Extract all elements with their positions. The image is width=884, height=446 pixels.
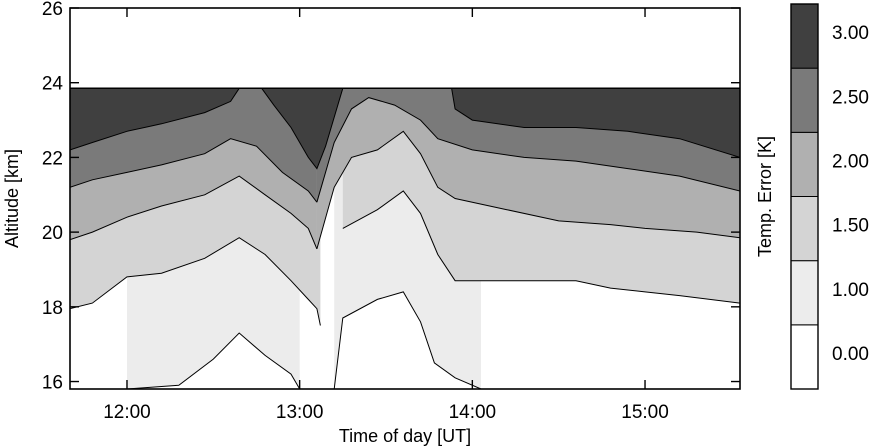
y-axis-title: Altitude [km] <box>2 149 22 248</box>
y-tick-label: 22 <box>42 148 63 169</box>
contour-line-2-1 <box>316 130 740 250</box>
plot-frame <box>69 7 741 390</box>
contour-band-3-2 <box>451 88 740 158</box>
contour-line-2.5-0 <box>70 138 318 203</box>
colorbar-label: 1.00 <box>832 280 869 301</box>
contour-band-3-1 <box>261 88 343 169</box>
colorbar-title: Temp. Error [K] <box>755 136 775 257</box>
x-tick-label: 13:00 <box>276 402 324 423</box>
y-tick-label: 24 <box>42 74 64 95</box>
colorbar-segment-2 <box>790 196 819 262</box>
contour-lines <box>70 87 740 389</box>
contour-line-1-1 <box>333 291 482 389</box>
colorbar-label: 2.50 <box>832 87 869 108</box>
x-tick-label: 14:00 <box>449 402 497 423</box>
contour-band-3-0 <box>70 88 240 150</box>
y-tick-label: 18 <box>42 298 63 319</box>
contour-line-1.5-0 <box>70 237 321 326</box>
contour-line-1.5-1 <box>342 190 740 304</box>
y-tick-label: 16 <box>42 373 63 394</box>
colorbar-segment-3 <box>790 131 819 197</box>
contour-line-2-0 <box>70 175 318 250</box>
colorbar-label: 1.50 <box>832 216 869 237</box>
colorbar-segment-0 <box>790 324 819 390</box>
y-tick-label: 26 <box>42 0 63 20</box>
y-axis: 16 18 20 22 24 26 <box>42 0 740 394</box>
contour-line-3-0 <box>70 88 240 151</box>
x-tick-label: 15:00 <box>621 402 669 423</box>
colorbar-segment-1 <box>790 260 819 326</box>
contour-bands <box>70 88 740 389</box>
colorbar-label: 2.00 <box>832 151 869 172</box>
colorbar: 0.00 1.00 1.50 2.00 2.50 3.00 <box>790 3 869 390</box>
colorbar-segment-4 <box>790 67 819 133</box>
colorbar-segment-5 <box>790 3 819 69</box>
contour-line-2.5-1 <box>316 97 740 203</box>
contour-line-3-1 <box>261 88 344 170</box>
colorbar-label: 0.00 <box>832 344 869 365</box>
x-axis: 12:00 13:00 14:00 15:00 <box>103 8 669 423</box>
colorbar-label: 3.00 <box>832 23 869 44</box>
y-tick-label: 20 <box>42 223 63 244</box>
x-axis-title: Time of day [UT] <box>339 426 471 446</box>
plot-area <box>70 8 740 389</box>
colorbar-frame <box>790 3 819 390</box>
contour-line-1-0 <box>126 332 301 389</box>
x-tick-label: 12:00 <box>103 402 151 423</box>
contour-line-3-2 <box>451 88 740 158</box>
